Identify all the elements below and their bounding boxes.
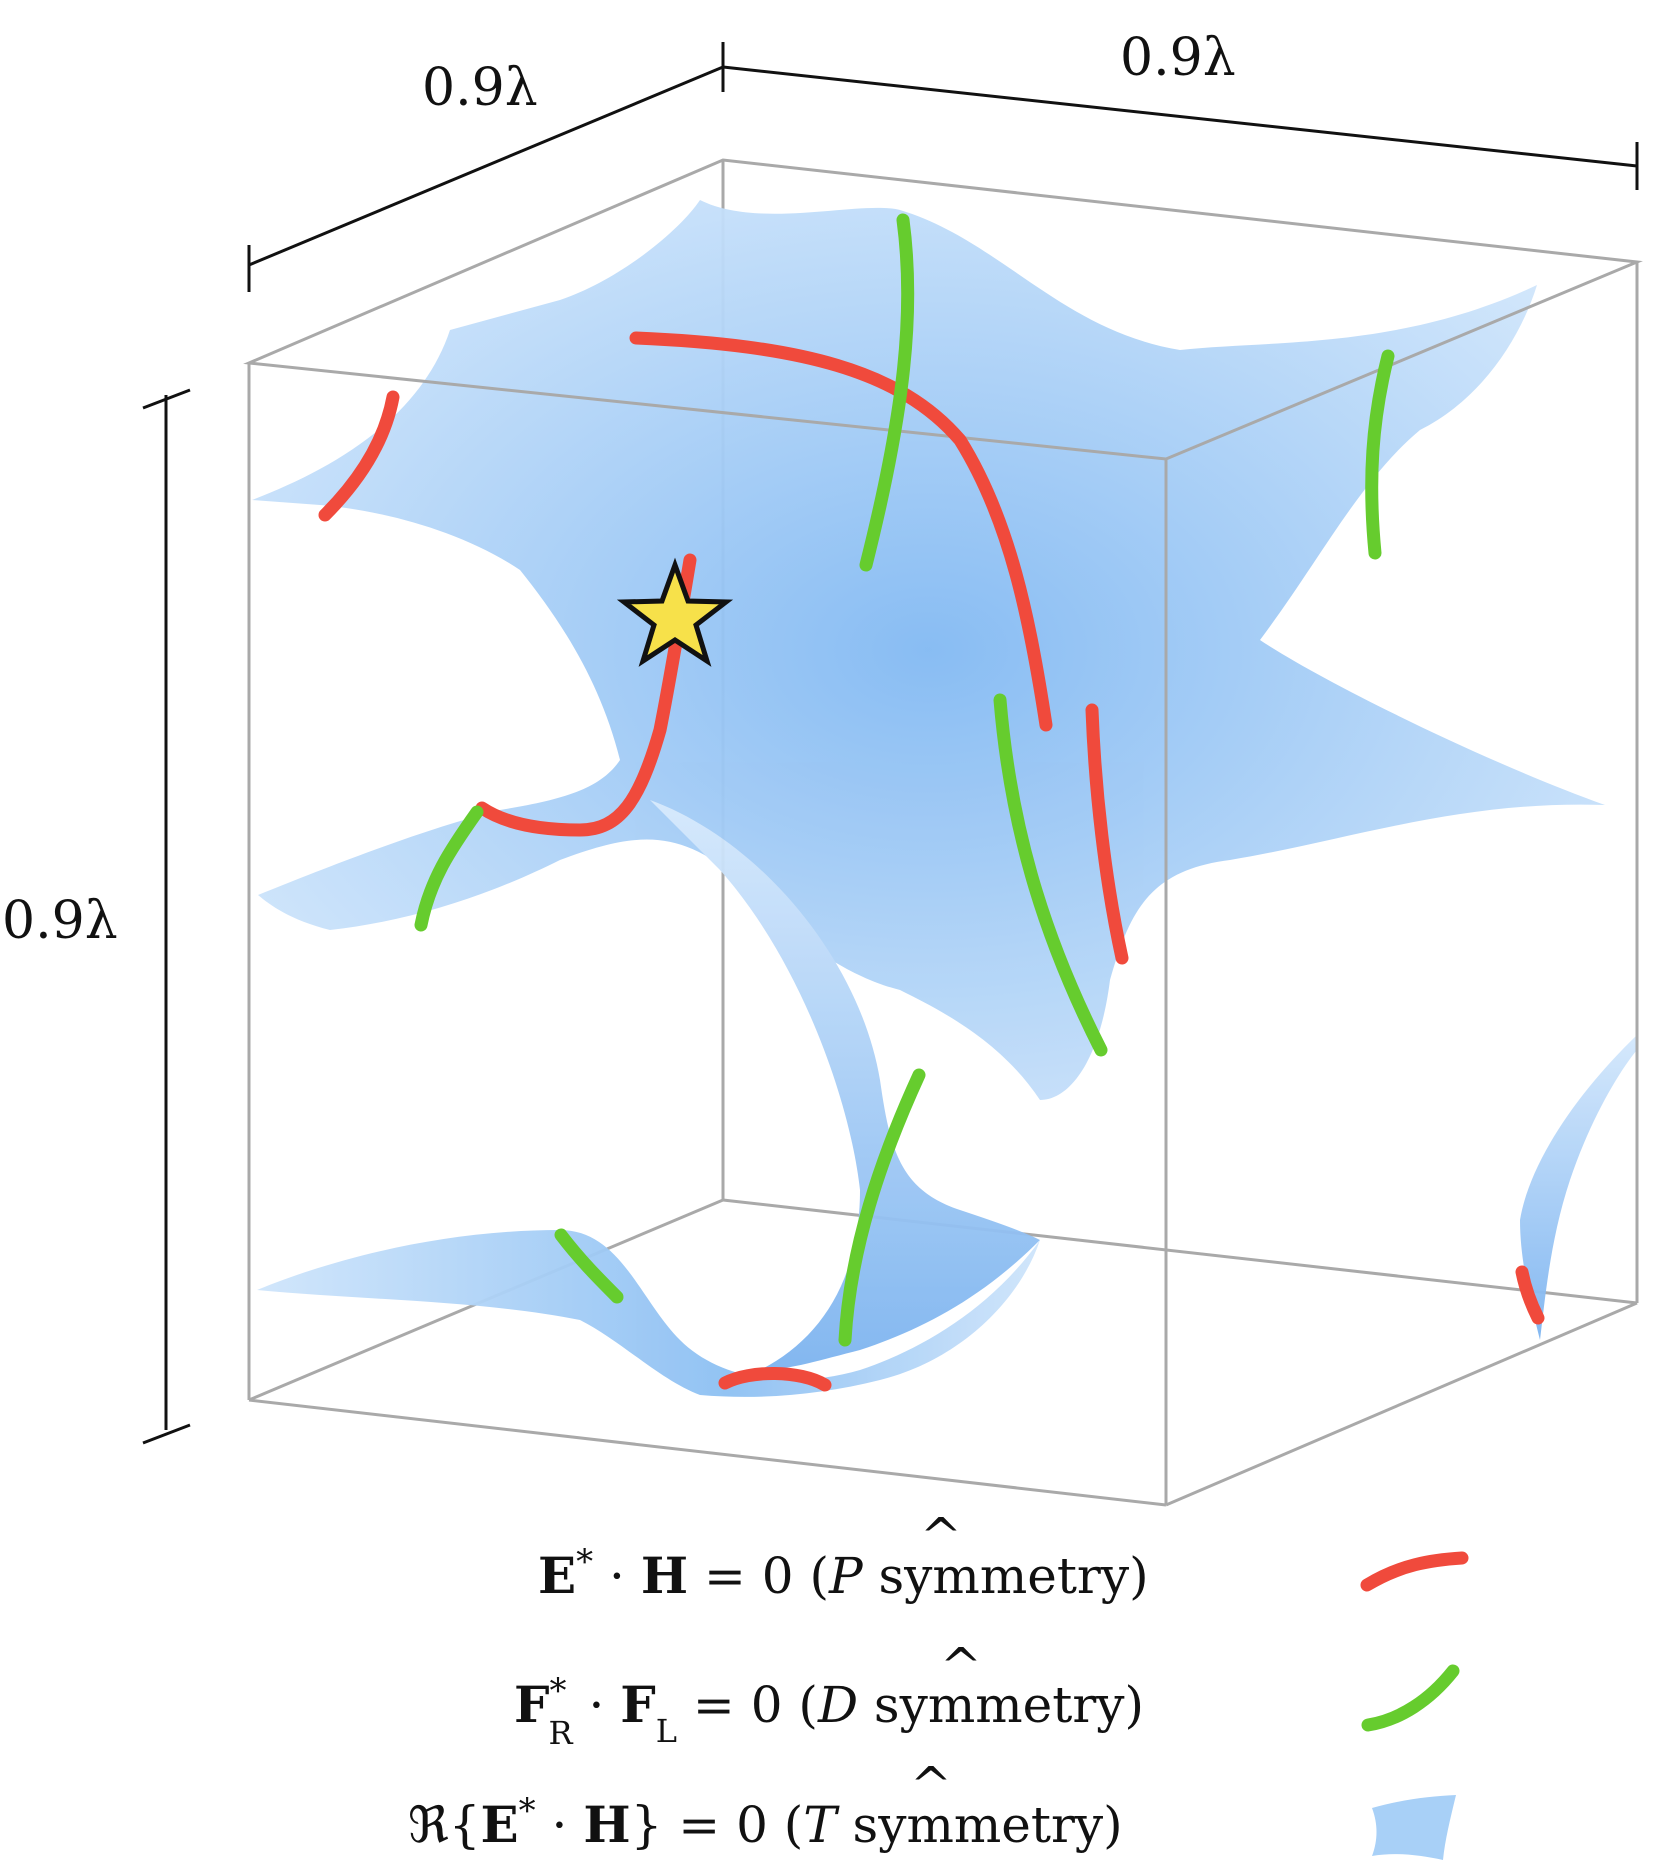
legend-d-swatch [1361, 1664, 1460, 1732]
d-curve-4 [993, 693, 1108, 1057]
width-dimension-label: 0.9λ [1120, 28, 1236, 88]
legend-t-label: ℜ{E* · H} = 0 (T symmetry) [408, 1791, 1123, 1854]
d-curve-2 [1365, 349, 1395, 560]
p-curve-2 [629, 331, 1053, 732]
legend-t-hat: ^ [910, 1756, 952, 1814]
legend-d-hat: ^ [940, 1637, 982, 1695]
legend: E* · H = 0 (P symmetry) ^ F* R · FL = 0 (… [408, 1507, 1469, 1860]
d-symmetry-curves [414, 213, 1395, 1347]
p-curve-4 [1085, 703, 1129, 965]
t-surface-middle-tube [650, 800, 1040, 1370]
legend-p-label: E* · H = 0 (P symmetry) [538, 1542, 1149, 1605]
d-curve-3 [414, 805, 484, 932]
legend-d-label: F* R · FL = 0 (D symmetry) [514, 1671, 1144, 1752]
d-curve-5 [838, 1068, 926, 1347]
d-curve-6 [554, 1228, 624, 1304]
d-curve-1 [859, 213, 915, 572]
p-curve-6 [1515, 1265, 1545, 1325]
t-surface-lower-sheet [257, 1230, 1040, 1397]
t-surface-upper-sheet [252, 200, 1605, 1100]
height-dimension-label: 0.9λ [2, 891, 118, 951]
t-symmetry-surfaces [252, 200, 1637, 1397]
p-curve-5 [718, 1367, 832, 1392]
t-surface-right-sliver [1520, 1035, 1637, 1340]
box-front-edges [243, 158, 1643, 1507]
legend-p-hat: ^ [920, 1507, 962, 1565]
legend-p-swatch [1360, 1551, 1469, 1592]
depth-dimension-label: 0.9λ [422, 58, 538, 118]
p-curve-1 [318, 390, 400, 522]
star-icon [616, 557, 734, 667]
legend-t-swatch [1372, 1795, 1456, 1860]
dimension-brackets [142, 42, 1639, 1445]
